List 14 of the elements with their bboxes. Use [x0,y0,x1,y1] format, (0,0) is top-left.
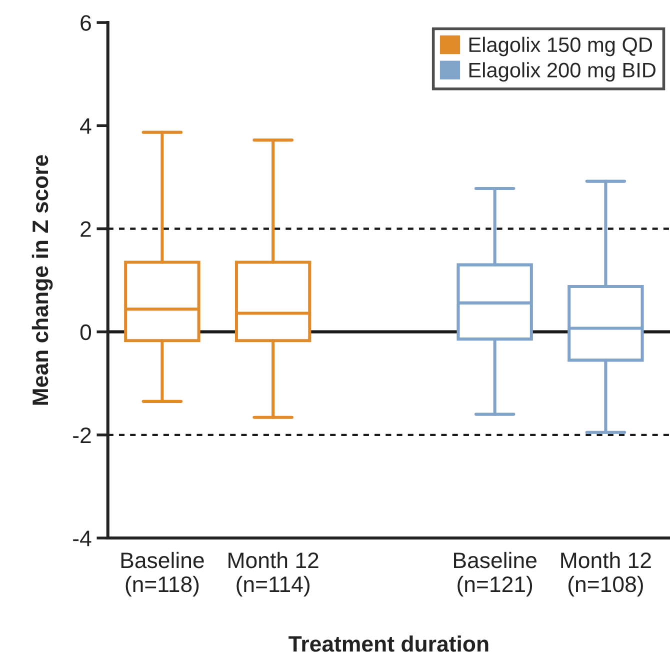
x-axis-title: Treatment duration [288,635,488,652]
y-tick-label: -4 [73,530,92,546]
legend-label: Elagolix 200 mg BID [469,62,656,82]
y-tick-label: 0 [80,324,92,340]
y-tick-label: 2 [80,221,91,237]
x-tick-label: Baseline (n=118) [121,552,204,597]
y-tick-label: -2 [73,427,91,443]
x-tick-label: Month 12 (n=108) [561,552,651,597]
y-tick-label: 4 [80,118,92,134]
x-tick-label: Month 12 (n=114) [228,552,318,597]
legend-label: Elagolix 150 mg QD [469,36,652,56]
y-axis-title: Mean change in Z score [32,155,53,405]
x-tick-label: Baseline (n=121) [454,552,536,597]
y-tick-label: 6 [80,15,91,31]
